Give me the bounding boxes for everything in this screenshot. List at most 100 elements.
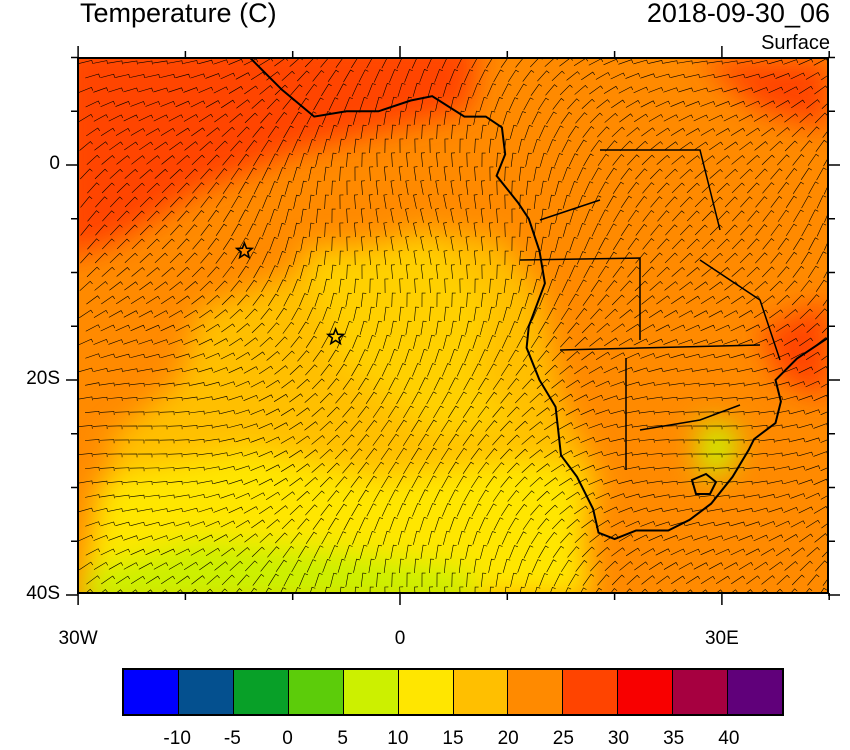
wind-barb (581, 546, 595, 558)
wind-barb (724, 281, 738, 291)
wind-barb (339, 222, 344, 238)
wind-barb (213, 479, 228, 485)
wind-barb (213, 59, 229, 65)
wind-barb (426, 475, 437, 489)
wind-barb (540, 180, 547, 195)
wind-barb (745, 467, 760, 471)
wind-barb (456, 363, 467, 377)
wind-barb (228, 533, 244, 543)
wind-barb (384, 278, 389, 294)
wind-barb (685, 74, 700, 78)
wind-barb (280, 463, 296, 472)
wind-barb (381, 391, 392, 405)
wind-barb (707, 481, 723, 486)
wind-barb (398, 110, 405, 125)
wind-barb (523, 97, 534, 111)
wind-barb (319, 392, 333, 404)
wind-barb (138, 114, 154, 122)
wind-barb (755, 196, 768, 208)
wind-barb (815, 308, 828, 320)
wind-barb (228, 451, 243, 457)
wind-barb (679, 141, 693, 151)
wind-barb (115, 521, 130, 527)
wind-barb (411, 391, 422, 405)
wind-barb (434, 69, 443, 83)
wind-barb (296, 490, 310, 501)
wind-barb (93, 480, 108, 485)
wind-barb (678, 87, 694, 93)
wind-barb (399, 138, 404, 154)
wind-barb (108, 508, 123, 513)
wind-barb (198, 113, 214, 123)
wind-barb (434, 348, 443, 363)
wind-barb (176, 266, 190, 277)
wind-barb (510, 292, 518, 307)
wind-barb (642, 182, 655, 194)
wind-barb (670, 589, 678, 593)
wind-barb (532, 138, 541, 153)
wind-barb (304, 449, 318, 459)
wind-barb (130, 382, 145, 387)
wind-barb (153, 60, 168, 65)
wind-barb (367, 530, 376, 545)
wind-barb (554, 153, 563, 167)
wind-barb (391, 124, 397, 140)
wind-barb (176, 575, 190, 585)
wind-barb (470, 419, 483, 432)
wind-barb (250, 492, 266, 500)
wind-barb (524, 125, 533, 139)
wind-barb (565, 436, 581, 444)
wind-barb (440, 419, 452, 433)
wind-barb (346, 236, 351, 252)
wind-barb (823, 240, 828, 251)
wind-barb (168, 339, 184, 345)
wind-barb (700, 521, 715, 527)
wind-barb (620, 168, 633, 180)
wind-barb (101, 182, 115, 194)
wind-barb (654, 439, 670, 444)
wind-barb (250, 437, 266, 443)
wind-barb (108, 87, 124, 93)
wind-barb (308, 194, 315, 209)
wind-barb (464, 96, 473, 111)
wind-barb (145, 548, 161, 556)
wind-barb (670, 494, 685, 499)
wind-barb (547, 166, 556, 181)
valid-time: 2018-09-30_06 (646, 0, 830, 28)
wind-barb (220, 465, 235, 470)
wind-barb (627, 209, 640, 222)
wind-barb (297, 350, 310, 362)
wind-barb (145, 521, 160, 527)
lesotho-border (690, 472, 718, 495)
wind-barb (485, 475, 498, 488)
wind-barb (504, 250, 509, 266)
wind-barb (516, 335, 527, 349)
wind-barb (523, 545, 534, 559)
wind-barb (565, 379, 581, 389)
wind-barb (610, 352, 626, 360)
wind-barb (312, 70, 325, 82)
wind-barb (606, 195, 617, 209)
wind-barb (435, 96, 442, 111)
wind-barb (519, 222, 524, 238)
wind-barb (760, 100, 776, 108)
wind-barb (575, 308, 588, 320)
wind-barb (190, 353, 206, 359)
wind-barb (798, 451, 813, 457)
wind-barb (80, 196, 93, 208)
wind-barb (610, 588, 618, 593)
wind-barb (502, 558, 511, 573)
wind-barb (775, 466, 790, 471)
wind-barb (305, 531, 317, 544)
wind-barb (350, 475, 363, 488)
wind-barb (567, 546, 580, 558)
wind-barb (508, 349, 519, 363)
wind-barb (625, 588, 633, 593)
wind-barb (517, 111, 526, 125)
wind-barb (625, 547, 641, 557)
wind-barb (465, 320, 472, 335)
wind-barb (514, 420, 528, 431)
wind-barb (221, 574, 235, 586)
wind-barb (144, 467, 160, 472)
wind-barb (306, 111, 317, 125)
